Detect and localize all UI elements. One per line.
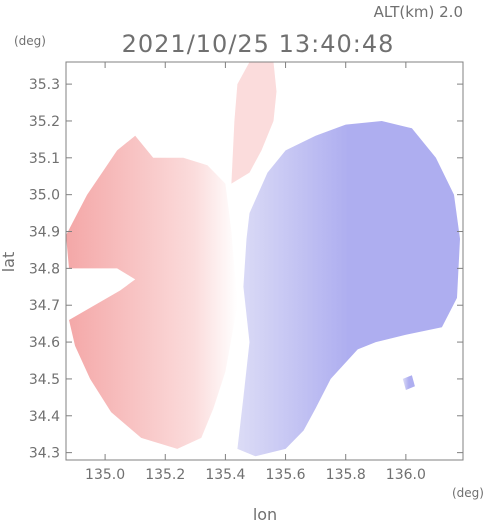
- region-east-negative: [237, 121, 460, 457]
- y-axis-label: lat: [0, 252, 18, 273]
- x-tick-label: 135.0: [85, 467, 125, 483]
- y-tick-label: 35.1: [29, 151, 60, 167]
- y-tick-label: 35.2: [29, 114, 60, 130]
- x-axis-label: lon: [253, 505, 277, 521]
- x-tick-label: 135.4: [205, 467, 245, 483]
- y-tick-label: 34.4: [29, 409, 60, 425]
- axis-ticks: 135.0 135.2 135.4 135.6 135.8 136.0 34.3 34.4 34…: [29, 62, 463, 483]
- y-tick-label: 34.9: [29, 225, 60, 241]
- region-east-island: [402, 375, 415, 390]
- y-tick-label: 34.6: [29, 335, 60, 351]
- x-tick-label: 135.6: [266, 467, 306, 483]
- altitude-label: ALT(km) 2.0: [374, 3, 463, 21]
- y-tick-label: 34.8: [29, 261, 60, 277]
- y-tick-label: 34.7: [29, 298, 60, 314]
- y-tick-label: 34.5: [29, 372, 60, 388]
- y-tick-label: 34.3: [29, 446, 60, 462]
- x-tick-label: 135.2: [145, 467, 185, 483]
- chart-title: 2021/10/25 13:40:48: [122, 30, 395, 58]
- plot-frame: [65, 61, 464, 461]
- x-tick-label: 135.8: [326, 467, 366, 483]
- y-tick-label: 35.0: [29, 188, 60, 204]
- x-unit-label: (deg): [452, 486, 484, 500]
- region-north-positive: [231, 62, 277, 184]
- plot-area: [66, 62, 460, 457]
- region-west-positive: [66, 135, 238, 449]
- y-unit-label: (deg): [14, 34, 46, 48]
- y-tick-label: 35.3: [29, 77, 60, 93]
- x-tick-label: 136.0: [386, 467, 426, 483]
